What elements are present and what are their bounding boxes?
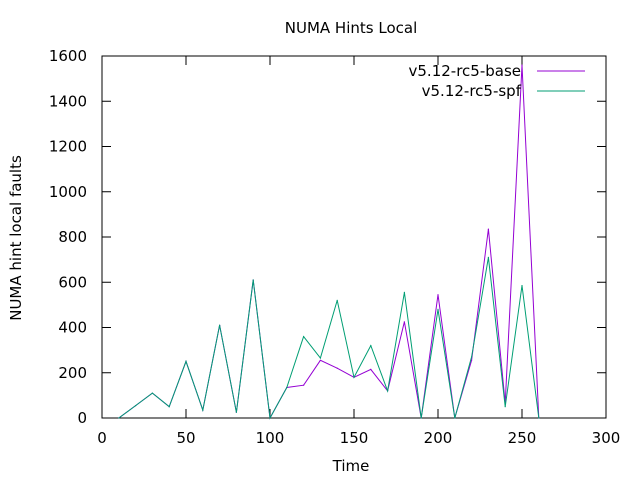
data-point xyxy=(219,324,221,326)
data-point xyxy=(235,411,237,413)
series-lines xyxy=(118,64,540,420)
data-point xyxy=(151,392,153,394)
y-tick-label: 0 xyxy=(77,409,87,427)
data-point xyxy=(487,256,489,258)
series-line-2 xyxy=(118,257,540,420)
data-point xyxy=(387,390,389,392)
data-point xyxy=(319,357,321,359)
y-tick-label: 800 xyxy=(58,228,87,246)
data-point xyxy=(286,386,288,389)
data-point xyxy=(403,321,405,323)
y-axis-label: NUMA hint local faults xyxy=(7,155,25,321)
data-point xyxy=(437,308,439,310)
data-point xyxy=(521,64,523,66)
data-point xyxy=(471,359,473,361)
x-tick-label: 100 xyxy=(256,429,285,447)
chart-title: NUMA Hints Local xyxy=(285,19,417,37)
data-point xyxy=(487,228,489,230)
data-point xyxy=(437,294,439,296)
series-line-1 xyxy=(118,65,540,420)
x-axis: 0 50 100 150 200 250 300 xyxy=(97,56,620,447)
data-point xyxy=(303,336,305,338)
data-point xyxy=(168,406,170,408)
legend: v5.12-rc5-base v5.12-rc5-spf xyxy=(409,62,585,100)
data-point xyxy=(336,299,338,301)
y-tick-label: 600 xyxy=(58,273,87,291)
legend-label: v5.12-rc5-base xyxy=(409,62,522,80)
data-point xyxy=(538,417,540,419)
data-point xyxy=(471,356,473,358)
x-tick-label: 300 xyxy=(592,429,621,447)
data-point xyxy=(185,360,187,362)
data-point xyxy=(521,285,523,287)
data-point xyxy=(504,406,506,408)
y-tick-label: 200 xyxy=(58,364,87,382)
legend-label: v5.12-rc5-spf xyxy=(422,82,522,100)
y-tick-label: 400 xyxy=(58,319,87,337)
data-point xyxy=(303,384,305,386)
data-point xyxy=(135,405,137,407)
data-point xyxy=(252,279,254,281)
data-point xyxy=(336,367,338,369)
data-point xyxy=(269,417,271,419)
data-point xyxy=(319,359,321,361)
y-tick-label: 1600 xyxy=(49,47,87,65)
data-point xyxy=(202,409,204,411)
data-point xyxy=(420,417,422,419)
y-tick-label: 1400 xyxy=(49,92,87,110)
x-tick-label: 150 xyxy=(340,429,369,447)
x-tick-label: 200 xyxy=(424,429,453,447)
x-tick-label: 50 xyxy=(176,429,195,447)
x-axis-label: Time xyxy=(332,457,370,475)
data-point xyxy=(370,345,372,347)
y-tick-label: 1000 xyxy=(49,183,87,201)
data-point xyxy=(403,291,405,293)
data-point xyxy=(118,417,120,419)
x-tick-label: 250 xyxy=(508,429,537,447)
data-point xyxy=(353,376,355,378)
y-tick-label: 1200 xyxy=(49,138,87,156)
data-point xyxy=(370,368,372,370)
y-axis: 0 200 400 600 800 1000 1200 1400 1600 xyxy=(49,47,606,427)
x-tick-label: 0 xyxy=(97,429,107,447)
data-point xyxy=(454,417,456,419)
